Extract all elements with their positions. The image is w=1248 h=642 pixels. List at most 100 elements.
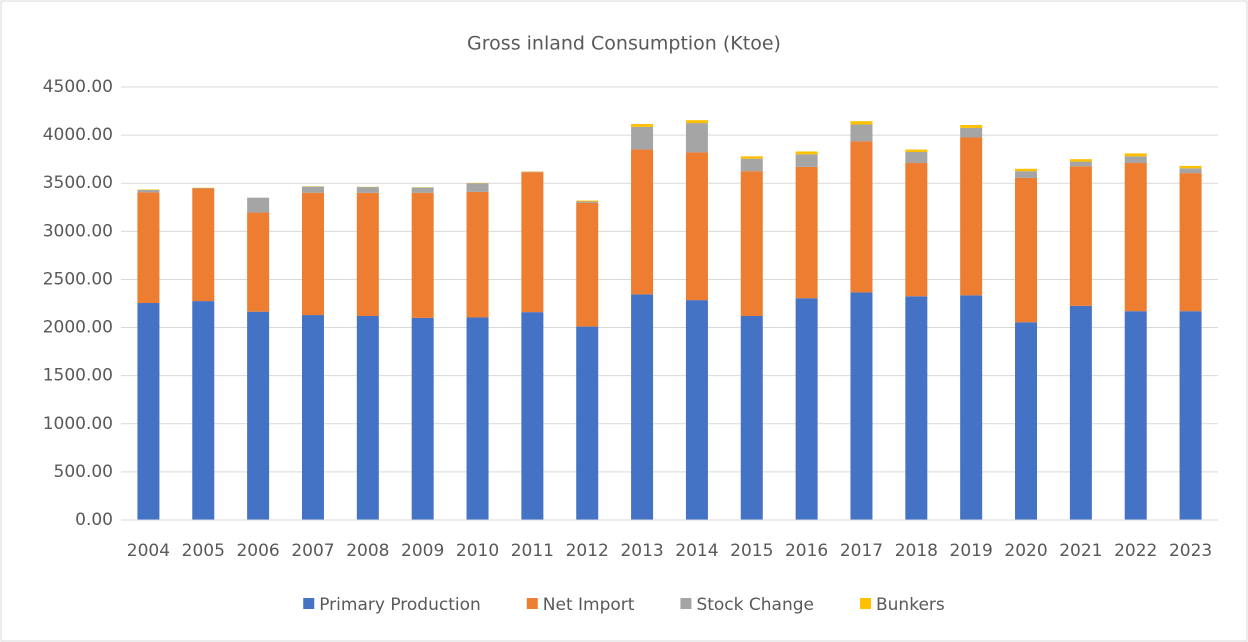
bar-segment	[411, 317, 434, 520]
bar-segment	[740, 171, 763, 317]
bar-segment	[192, 188, 215, 302]
bar-segment	[1015, 171, 1038, 178]
bar-segment	[1015, 177, 1038, 323]
bar-segment	[850, 292, 873, 520]
bar-segment	[850, 141, 873, 293]
y-tick-label: 3500.00	[43, 173, 113, 193]
bar-segment	[247, 311, 270, 520]
bar-segment	[631, 294, 654, 520]
legend-label: Bunkers	[876, 595, 945, 615]
x-tick-label: 2008	[346, 541, 389, 561]
y-tick-label: 0.00	[75, 510, 113, 530]
bar-segment	[1069, 159, 1092, 162]
bar-segment	[1179, 165, 1202, 169]
bar-segment	[960, 127, 983, 138]
bar-segment	[356, 187, 379, 193]
bar-segment	[795, 298, 818, 520]
bar-segment	[1069, 305, 1092, 520]
bar-segment	[740, 316, 763, 520]
y-tick-label: 4000.00	[43, 125, 113, 145]
chart-title: Gross inland Consumption (Ktoe)	[467, 33, 781, 55]
bar-segment	[740, 156, 763, 159]
bar-segment	[740, 158, 763, 172]
y-tick-label: 3000.00	[43, 221, 113, 241]
bar-segment	[137, 192, 160, 304]
legend-swatch	[680, 598, 692, 609]
bar-segment	[1124, 153, 1147, 157]
bar-segment	[685, 120, 708, 124]
bar-segment	[850, 124, 873, 142]
bar-segment	[685, 123, 708, 153]
legend-swatch	[860, 598, 871, 609]
x-tick-label: 2016	[785, 541, 828, 561]
bar-segment	[356, 316, 379, 520]
bar-segment	[247, 212, 270, 312]
x-tick-label: 2013	[620, 541, 663, 561]
legend-label: Primary Production	[319, 595, 481, 615]
bar-segment	[466, 183, 489, 192]
legend-swatch	[526, 598, 538, 609]
bar-segment	[960, 295, 983, 520]
bar-segment	[685, 152, 708, 301]
x-tick-label: 2015	[730, 541, 773, 561]
x-tick-label: 2004	[127, 541, 170, 561]
x-tick-label: 2007	[291, 541, 334, 561]
bar-segment	[576, 202, 599, 327]
x-tick-label: 2019	[950, 541, 993, 561]
bar-segment	[905, 163, 928, 297]
x-tick-label: 2020	[1004, 541, 1047, 561]
x-tick-label: 2023	[1169, 541, 1212, 561]
bar-segment	[685, 300, 708, 520]
x-tick-label: 2010	[456, 541, 499, 561]
y-tick-label: 2500.00	[43, 269, 113, 289]
x-tick-label: 2011	[511, 541, 554, 561]
bar-segment	[1124, 163, 1147, 312]
bar-segment	[1179, 173, 1202, 312]
bar-segment	[850, 121, 873, 125]
x-tick-label: 2017	[840, 541, 883, 561]
bar-segment	[1124, 311, 1147, 520]
bar-segment	[1179, 311, 1202, 520]
bar-segment	[905, 149, 928, 152]
bar-segment	[137, 303, 160, 520]
bar-segment	[576, 326, 599, 520]
bar-segment	[960, 125, 983, 128]
bar-segment	[1015, 322, 1038, 520]
bar-segment	[905, 296, 928, 520]
bar-segment	[411, 187, 434, 193]
x-tick-label: 2021	[1059, 541, 1102, 561]
legend-label: Net Import	[543, 595, 635, 615]
bar-segment	[301, 315, 324, 520]
x-tick-label: 2014	[675, 541, 718, 561]
bar-segment	[466, 317, 489, 520]
bar-segment	[795, 166, 818, 299]
bar-segment	[631, 149, 654, 295]
bar-segment	[466, 191, 489, 318]
x-tick-label: 2012	[566, 541, 609, 561]
bar-segment	[301, 186, 324, 193]
bar-segment	[905, 151, 928, 164]
bar-segment	[576, 200, 599, 202]
y-tick-label: 500.00	[54, 462, 113, 482]
bar-segment	[1069, 166, 1092, 306]
bar-segment	[1179, 168, 1202, 174]
bar-segment	[795, 151, 818, 155]
bar-segment	[521, 172, 544, 313]
bar-segment	[631, 124, 654, 127]
bar-segment	[631, 126, 654, 150]
x-tick-label: 2005	[182, 541, 225, 561]
legend-label: Stock Change	[696, 595, 814, 615]
bar-segment	[576, 201, 599, 203]
bar-segment	[356, 192, 379, 317]
x-tick-label: 2006	[236, 541, 279, 561]
bar-segment	[247, 197, 270, 213]
bar-segment	[192, 301, 215, 520]
bar-segment	[960, 137, 983, 296]
bar-segment	[521, 312, 544, 520]
bar-segment	[1015, 168, 1038, 172]
legend-swatch	[303, 598, 315, 609]
bar-segment	[795, 154, 818, 167]
y-tick-label: 2000.00	[43, 318, 113, 338]
x-tick-label: 2018	[895, 541, 938, 561]
